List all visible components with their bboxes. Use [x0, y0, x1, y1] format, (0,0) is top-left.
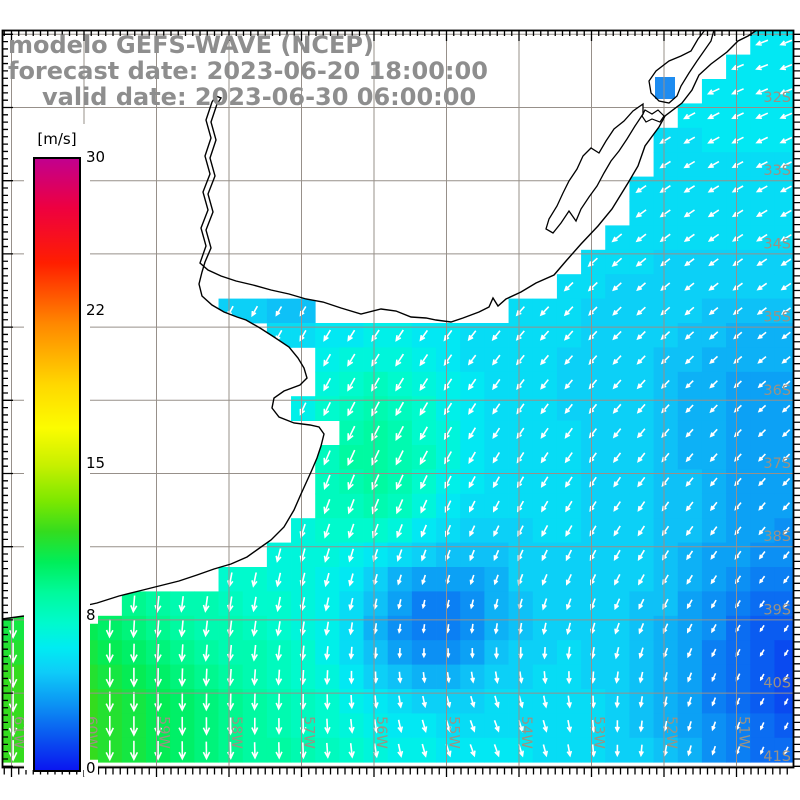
colorbar-tick-label: 30	[84, 147, 108, 166]
map-frame-and-ticks	[1, 29, 800, 777]
lat-label: 32S	[763, 90, 791, 106]
lat-label: 38S	[763, 529, 791, 545]
lat-label: 39S	[763, 602, 791, 618]
colorbar: [m/s] 30 22 15 8 0	[24, 124, 108, 777]
lat-label: 33S	[763, 163, 791, 179]
lon-label: 55W	[446, 716, 462, 749]
grid-lines	[2, 30, 794, 768]
lon-label: 59W	[156, 716, 172, 749]
colorbar-unit-label: [m/s]	[37, 130, 77, 148]
valid-date-label: valid date: 2023-06-30 06:00:00	[42, 83, 477, 111]
coastline-path	[2, 30, 758, 620]
lat-label: 41S	[763, 749, 791, 765]
page-title: modelo GEFS-WAVE (NCEP)	[8, 31, 374, 59]
lat-label: 40S	[763, 676, 791, 692]
lon-label: 57W	[301, 716, 317, 749]
lat-label: 35S	[763, 310, 791, 326]
lon-label: 58W	[228, 716, 244, 749]
lat-label: 34S	[763, 236, 791, 252]
lat-label: 36S	[763, 383, 791, 399]
lon-label: 52W	[663, 716, 679, 749]
colorbar-tick-label: 8	[84, 606, 98, 624]
lon-label: 53W	[591, 716, 607, 749]
colorbar-gradient	[33, 157, 81, 772]
colorbar-tick-label: 15	[84, 453, 108, 472]
colorbar-tick-label: 0	[84, 758, 98, 777]
lon-label: 51W	[736, 716, 752, 749]
lon-label: 61W	[11, 716, 27, 749]
lon-label: 56W	[373, 716, 389, 749]
lat-label: 37S	[763, 456, 791, 472]
forecast-date-label: forecast date: 2023-06-20 18:00:00	[8, 57, 488, 85]
colorbar-tick-label: 22	[84, 300, 108, 319]
land-layer	[2, 30, 757, 619]
lon-label: 54W	[518, 716, 534, 749]
